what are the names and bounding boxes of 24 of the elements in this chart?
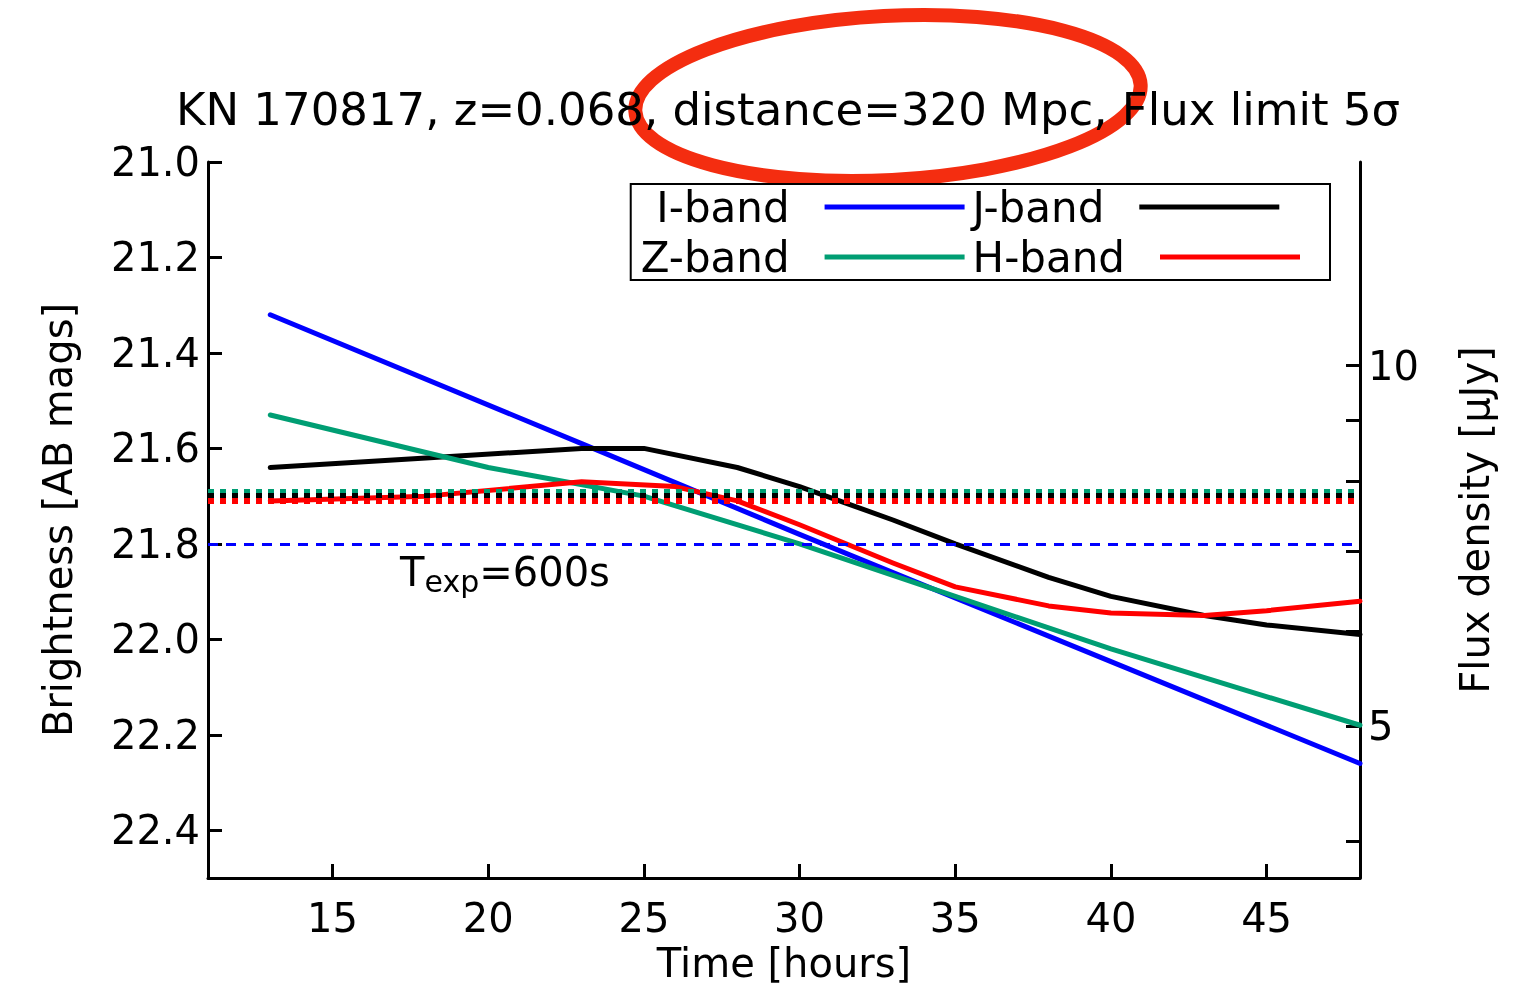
y2-tick-label: 5: [1368, 702, 1394, 749]
y-tick-label: 21.2: [110, 234, 200, 281]
y-tick-label: 21.0: [110, 139, 200, 185]
y-tick-label: 22.4: [110, 807, 200, 854]
x-tick-label: 35: [929, 895, 981, 941]
x-axis-title: Time [hours]: [655, 939, 912, 986]
x-tick-label: 20: [462, 895, 514, 941]
y-tick-label: 22.2: [110, 711, 200, 758]
y-tick-label: 21.4: [110, 329, 200, 376]
legend-label: J-band: [969, 182, 1105, 232]
legend-label: Z-band: [640, 232, 790, 282]
x-tick-label: 15: [307, 895, 358, 941]
y2-axis-title: Flux density [μJy]: [1452, 346, 1498, 694]
legend-label: I-band: [656, 182, 790, 232]
y-tick-label: 21.6: [110, 425, 200, 472]
x-tick-label: 40: [1085, 895, 1137, 941]
y-axis-title: Brightness [AB mags]: [35, 302, 81, 738]
x-tick-label: 45: [1241, 895, 1293, 941]
y-tick-label: 21.8: [110, 520, 200, 567]
x-tick-label: 25: [618, 895, 670, 941]
legend-label: H-band: [972, 232, 1125, 282]
y-tick-label: 22.0: [110, 616, 200, 663]
x-tick-label: 30: [774, 895, 826, 941]
y2-tick-label: 10: [1368, 342, 1419, 389]
